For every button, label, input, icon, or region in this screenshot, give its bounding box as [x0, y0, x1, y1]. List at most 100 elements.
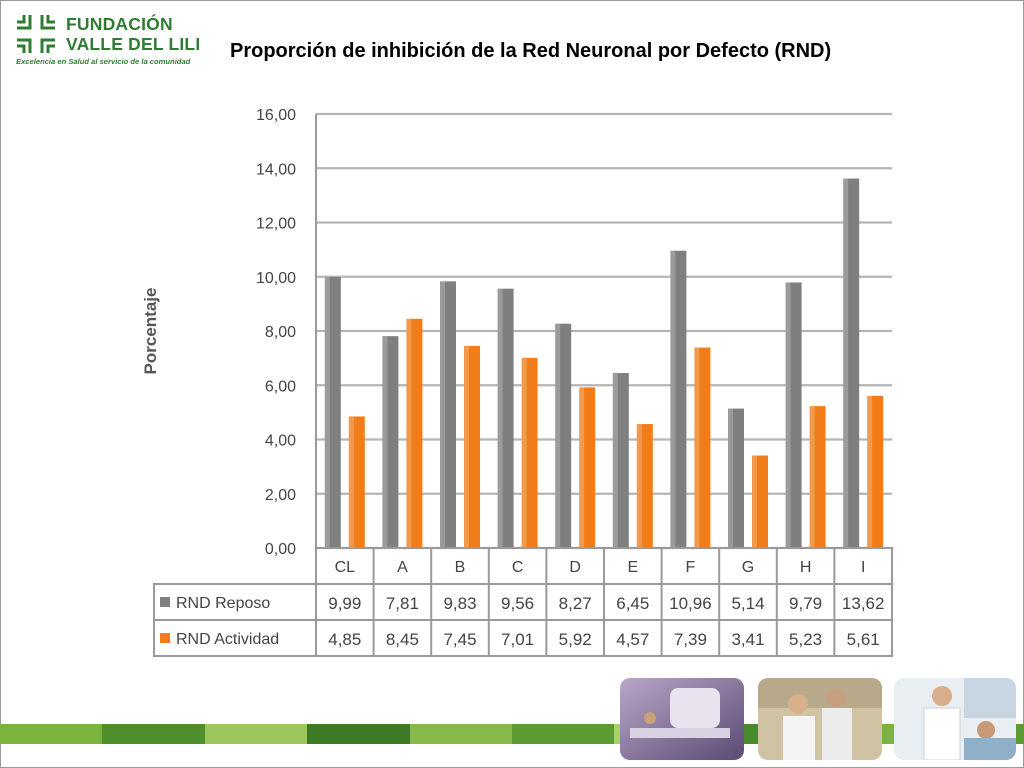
- y-tick-label: 8,00: [265, 324, 296, 341]
- data-table-value: 9,99: [328, 594, 361, 613]
- data-table-value: 13,62: [842, 594, 885, 613]
- bottom-bar-segment: [409, 724, 513, 744]
- x-category-label: F: [686, 559, 696, 576]
- y-tick-label: 4,00: [265, 433, 296, 450]
- y-axis-label: Porcentaje: [141, 288, 160, 375]
- bar-rnd-actividad: [464, 345, 480, 548]
- x-category-label: D: [569, 559, 581, 576]
- legend-swatch: [160, 597, 170, 607]
- bar-rnd-reposo: [497, 288, 514, 548]
- x-category-label: A: [397, 559, 408, 576]
- bar-rnd-actividad: [809, 406, 826, 548]
- bar-highlight: [324, 277, 330, 548]
- data-table-value: 8,27: [559, 594, 592, 613]
- bar-highlight: [579, 387, 585, 548]
- x-category-label: I: [861, 559, 865, 576]
- bar-rnd-reposo: [612, 373, 629, 548]
- radiotherapy-machine-photo: [620, 678, 744, 760]
- x-category-label: H: [800, 559, 812, 576]
- data-table-value: 9,83: [443, 594, 476, 613]
- data-table-value: 9,56: [501, 594, 534, 613]
- logo-cross-icon: [17, 15, 55, 53]
- bar-rnd-actividad: [752, 455, 768, 548]
- data-table-value: 9,79: [789, 594, 822, 613]
- data-table-value: 6,45: [616, 594, 649, 613]
- bar-highlight: [843, 178, 849, 548]
- legend-label: RND Actividad: [176, 631, 279, 648]
- x-category-label: CL: [335, 559, 356, 576]
- x-category-label: G: [742, 559, 754, 576]
- bar-highlight: [521, 357, 527, 548]
- legend-swatch: [160, 633, 170, 643]
- bottom-bar-segment: [102, 724, 205, 744]
- data-table-value: 10,96: [669, 594, 712, 613]
- bottom-bar-segment: [0, 724, 103, 744]
- bar-highlight: [497, 288, 503, 548]
- bar-highlight: [752, 455, 757, 548]
- logo: FUNDACIÓN VALLE DEL LILI Excelencia en S…: [14, 12, 214, 70]
- legend-label: RND Reposo: [176, 595, 270, 612]
- bar-highlight: [867, 395, 873, 548]
- y-tick-label: 0,00: [265, 541, 296, 558]
- x-category-label: E: [627, 559, 638, 576]
- bar-rnd-reposo: [728, 408, 744, 548]
- bar-rnd-actividad: [867, 395, 884, 548]
- data-table-value: 7,81: [386, 594, 419, 613]
- data-table-value: 4,85: [328, 630, 361, 649]
- bar-highlight: [670, 250, 676, 548]
- bar-highlight: [348, 416, 354, 548]
- y-tick-label: 16,00: [256, 107, 296, 124]
- data-table-value: 5,14: [731, 594, 764, 613]
- bar-highlight: [382, 336, 388, 548]
- logo-line2: VALLE DEL LILI: [66, 34, 201, 54]
- bar-rnd-reposo: [555, 323, 572, 548]
- bar-rnd-reposo: [843, 178, 860, 548]
- bar-highlight: [636, 424, 642, 548]
- y-tick-label: 10,00: [256, 270, 296, 287]
- bar-highlight: [694, 347, 700, 548]
- bar-rnd-reposo: [670, 250, 687, 548]
- bottom-bar-segment: [512, 724, 615, 744]
- y-tick-label: 12,00: [256, 216, 296, 233]
- bar-rnd-reposo: [324, 277, 341, 548]
- bar-highlight: [440, 281, 445, 548]
- logo-tagline: Excelencia en Salud al servicio de la co…: [16, 57, 191, 66]
- logo-name: FUNDACIÓN VALLE DEL LILI: [66, 14, 200, 54]
- x-category-label: B: [455, 559, 466, 576]
- data-table-value: 7,45: [443, 630, 476, 649]
- bar-rnd-actividad: [694, 347, 711, 548]
- bar-rnd-actividad: [406, 318, 423, 548]
- x-category-label: C: [512, 559, 524, 576]
- data-table-value: 7,01: [501, 630, 534, 649]
- data-table-value: 4,57: [616, 630, 649, 649]
- bar-rnd-actividad: [636, 424, 653, 548]
- bar-highlight: [728, 408, 733, 548]
- bar-highlight: [809, 406, 815, 548]
- bar-rnd-actividad: [348, 416, 365, 548]
- bar-highlight: [785, 282, 791, 548]
- lab-workers-photo: [758, 678, 882, 760]
- bar-highlight: [612, 373, 618, 548]
- slide-title: Proporción de inhibición de la Red Neuro…: [230, 40, 832, 62]
- data-table-value: 5,61: [847, 630, 880, 649]
- logo-line1: FUNDACIÓN: [66, 14, 173, 34]
- y-tick-label: 2,00: [265, 487, 296, 504]
- y-tick-label: 6,00: [265, 378, 296, 395]
- bottom-bar-segment: [204, 724, 308, 744]
- bar-rnd-reposo: [440, 281, 456, 548]
- bar-rnd-reposo: [382, 336, 399, 548]
- doctor-patient-photo: [894, 678, 1016, 760]
- data-table-value: 3,41: [731, 630, 764, 649]
- bottom-bar-segment: [307, 724, 410, 744]
- y-tick-label: 14,00: [256, 161, 296, 178]
- data-table-value: 7,39: [674, 630, 707, 649]
- bar-rnd-actividad: [521, 357, 538, 548]
- data-table-value: 8,45: [386, 630, 419, 649]
- bar-rnd-actividad: [579, 387, 596, 548]
- bar-highlight: [406, 318, 412, 548]
- bar-rnd-reposo: [785, 282, 802, 548]
- data-table-value: 5,23: [789, 630, 822, 649]
- bar-highlight: [464, 345, 469, 548]
- bar-highlight: [555, 323, 561, 548]
